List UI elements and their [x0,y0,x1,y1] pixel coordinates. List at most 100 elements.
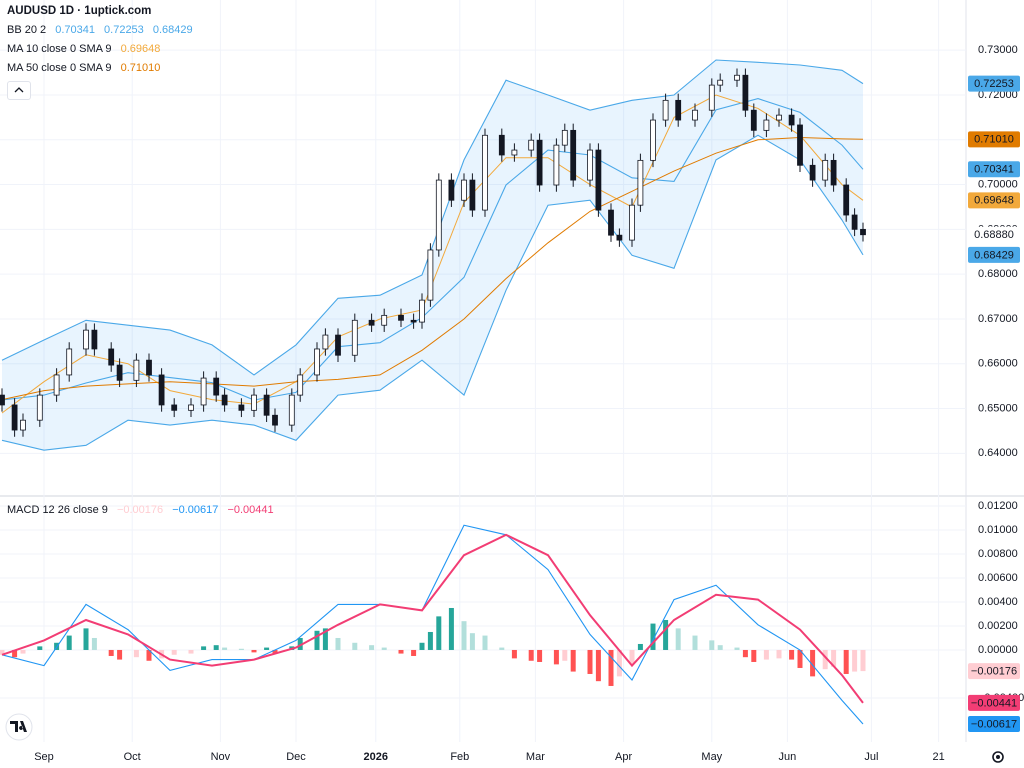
histogram-bar [650,623,656,650]
histogram-bar [742,649,748,658]
candle-body [188,404,194,411]
price-tag [968,161,1020,178]
histogram-bar [117,649,123,660]
histogram-bar [663,619,669,650]
histogram-bar [108,649,114,656]
chevron-icon [14,87,24,93]
histogram-bar [297,637,303,650]
candle-body [553,144,560,186]
price-tag [968,131,1020,148]
candle-body [822,159,829,181]
histogram-bar [314,630,320,650]
histogram-bar [822,649,828,670]
histogram-bar [322,628,328,650]
candle-body [398,314,404,321]
candle-body [843,184,850,216]
candle-body [662,99,669,121]
legend-ma10: MA 10 close 0 SMA 9 0.69648 [7,40,166,59]
y-tick-label: 0.00200 [978,620,1018,632]
candle-body [608,209,614,236]
histogram-bar [171,649,177,655]
histogram-bar [499,647,505,650]
histogram-bar [528,649,534,661]
histogram-bar [562,649,568,661]
candle-body [314,348,320,376]
candle-body [322,334,329,350]
x-tick-label: 2026 [364,751,388,763]
x-tick-label: Oct [124,751,141,763]
histogram-bar [751,649,757,662]
collapse-button[interactable] [7,81,31,100]
price-tag-label: 0.69648 [974,195,1014,207]
macd-line [1,524,864,725]
candle-body [0,394,5,406]
histogram-bar [381,647,387,650]
histogram-bar [436,616,442,650]
histogram-bar [133,649,139,658]
histogram-bar [595,649,601,682]
histogram-bar [398,649,404,654]
histogram-bar [213,645,219,650]
histogram-bar [201,646,207,650]
candle-body [675,99,682,121]
price-tag-label: −0.00617 [971,718,1017,730]
histogram-bar [83,628,89,650]
candle-body [498,134,505,156]
histogram-bar [797,649,803,668]
candle-body [11,404,18,431]
histogram-bar [570,649,576,672]
histogram-bar [272,649,278,654]
histogram-bar [251,649,257,653]
candle-body [742,74,749,111]
legend-label: MA 10 close 0 SMA 9 [7,43,112,55]
y-tick-label: 0.72000 [978,89,1018,101]
candle-body [637,159,644,206]
candle-body [469,179,476,211]
histogram-bar [629,649,635,665]
candle-body [368,319,375,326]
candle-body [213,377,220,396]
candle-body [528,139,535,151]
histogram-bar [608,649,614,686]
histogram-bar [0,649,5,655]
settings-button[interactable] [992,751,1004,763]
candle-body [717,79,724,86]
candle-body [511,149,518,156]
price-tag-label: 0.70341 [974,164,1014,176]
histogram-bar [537,649,543,662]
histogram-bar [238,648,244,650]
candle-body [616,234,623,241]
candle-body [20,419,26,431]
legend-value: 0.68429 [152,24,193,36]
candle-body [66,348,73,376]
histogram-bar [810,649,816,677]
candle-body [91,329,98,350]
x-tick-label: Sep [34,751,54,763]
histogram-bar [763,649,769,660]
candle-body [419,299,425,323]
candle-body [263,394,270,416]
histogram-bar [852,649,858,672]
legend-value: 0.70341 [55,24,95,36]
candle-body [708,84,715,111]
legend-ma50: MA 50 close 0 SMA 9 0.71010 [7,59,166,78]
candle-body [83,329,89,350]
logo [5,713,33,741]
chart-title: AUDUSD 1D · 1uptick.com [7,5,152,17]
candle-body [809,164,816,181]
candle-body [410,319,417,323]
candle-body [830,159,837,186]
x-tick-label: Jun [779,751,797,763]
histogram-bar [91,637,97,650]
candle-body [335,334,341,356]
candle-body [435,179,442,251]
price-tag-label: 0.68880 [974,229,1014,241]
candle-body [221,394,228,406]
candle-body [461,179,467,201]
histogram-bar [511,649,517,659]
histogram-bar [860,649,866,672]
legend-label: BB 20 2 [7,24,47,36]
candle-body [351,319,358,356]
candle-body [650,119,656,161]
histogram-bar [427,631,433,650]
